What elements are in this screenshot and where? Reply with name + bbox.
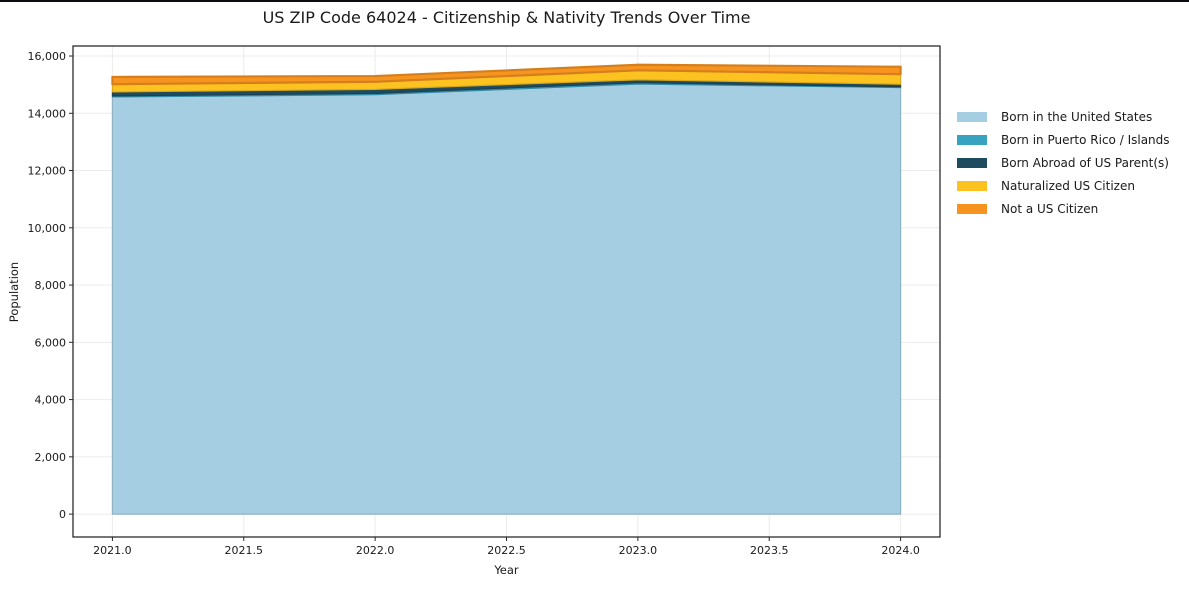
y-tick-label: 2,000	[35, 451, 67, 464]
area-layer-4	[111, 63, 902, 86]
y-tick-label: 14,000	[28, 107, 67, 120]
legend-swatch	[957, 180, 987, 191]
window-top-edge	[0, 0, 1189, 2]
legend-item: Not a US Citizen	[957, 197, 1170, 220]
y-axis-label: Population	[7, 261, 22, 322]
legend-item: Naturalized US Citizen	[957, 174, 1170, 197]
x-tick-label: 2024.0	[881, 544, 920, 557]
legend: Born in the United States Born in Puerto …	[957, 106, 1170, 220]
legend-label: Born in the United States	[1001, 110, 1153, 125]
x-tick-label: 2021.0	[93, 544, 132, 557]
y-tick-label: 6,000	[35, 336, 67, 349]
legend-item: Born in the United States	[957, 106, 1170, 129]
legend-swatch	[957, 203, 987, 214]
x-axis-label: Year	[494, 563, 519, 577]
y-tick-label: 12,000	[28, 165, 67, 178]
legend-label: Naturalized US Citizen	[1001, 178, 1135, 193]
legend-label: Not a US Citizen	[1001, 201, 1099, 216]
chart-title: US ZIP Code 64024 - Citizenship & Nativi…	[262, 8, 751, 27]
legend-item: Born Abroad of US Parent(s)	[957, 152, 1170, 175]
y-tick-label: 0	[59, 508, 66, 521]
x-tick-label: 2022.5	[487, 544, 526, 557]
y-tick-label: 4,000	[35, 394, 67, 407]
legend-swatch	[957, 135, 987, 146]
legend-swatch	[957, 157, 987, 168]
area-layer-0	[111, 83, 902, 515]
y-tick-label: 8,000	[35, 279, 67, 292]
x-tick-label: 2021.5	[225, 544, 264, 557]
legend-item: Born in Puerto Rico / Islands	[957, 129, 1170, 152]
x-tick-label: 2022.0	[356, 544, 395, 557]
y-tick-label: 10,000	[28, 222, 67, 235]
x-tick-label: 2023.5	[750, 544, 789, 557]
y-tick-label: 16,000	[28, 50, 67, 63]
x-tick-label: 2023.0	[619, 544, 658, 557]
legend-label: Born Abroad of US Parent(s)	[1001, 155, 1169, 170]
legend-label: Born in Puerto Rico / Islands	[1001, 133, 1170, 148]
legend-swatch	[957, 112, 987, 123]
